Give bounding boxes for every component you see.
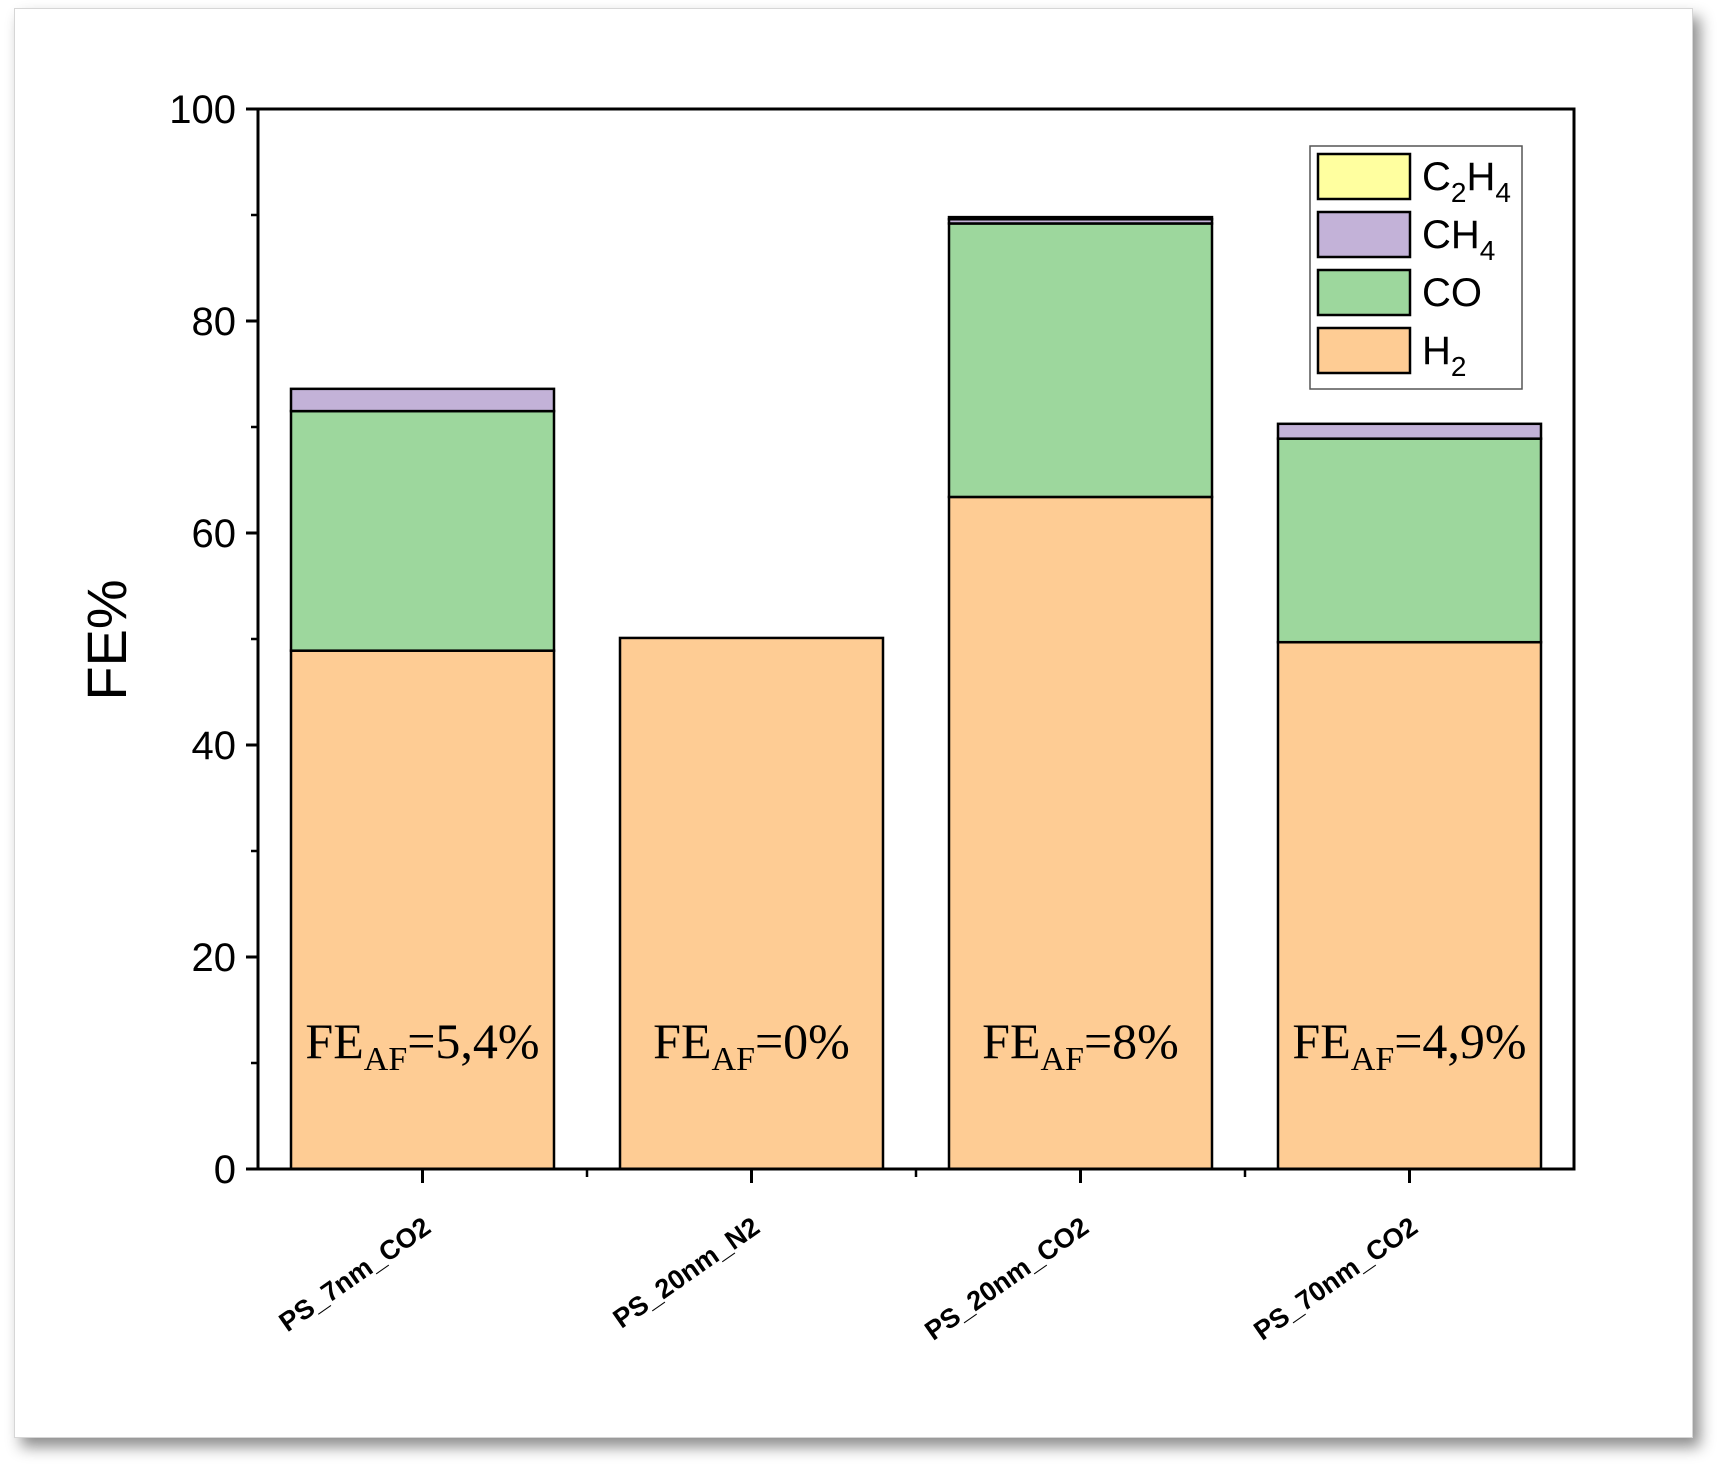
legend-label-co: CO (1422, 271, 1482, 315)
bar-h2-ps_7nm_co2 (289, 649, 556, 1171)
legend-label-c2h4: C2H4 (1422, 155, 1511, 208)
legend-swatch-c2h4 (1316, 152, 1412, 201)
legend-swatch-ch4 (1316, 210, 1412, 259)
y-axis-label: FE% (75, 579, 138, 700)
y-tick-label-80: 80 (192, 300, 237, 344)
bars-layer (289, 215, 1543, 1171)
y-tick-label-100: 100 (169, 88, 236, 132)
x-tick-label-ps_70nm_co2: PS_70nm_CO2 (1248, 1211, 1423, 1346)
legend-swatch-h2 (1316, 326, 1412, 375)
legend-label-ch4: CH4 (1422, 213, 1495, 266)
legend-label-h2: H2 (1422, 329, 1466, 382)
annotation-ps_70nm_co2: FEAF=4,9% (1292, 1013, 1526, 1078)
y-tick-label-60: 60 (192, 512, 237, 556)
legend-swatch-co (1316, 268, 1412, 317)
annotations-layer: FEAF=5,4% FEAF=0% FEAF=8% FEAF=4,9% (305, 1013, 1526, 1078)
y-tick-label-20: 20 (192, 936, 237, 980)
x-tick-label-ps_7nm_co2: PS_7nm_CO2 (274, 1211, 436, 1337)
bar-c2h4-ps_20nm_co2 (947, 215, 1214, 221)
annotation-ps_20nm_n2: FEAF=0% (653, 1013, 850, 1078)
x-tick-label-ps_20nm_n2: PS_20nm_N2 (608, 1211, 765, 1334)
bar-co-ps_20nm_co2 (947, 222, 1214, 499)
bar-ch4-ps_7nm_co2 (289, 387, 556, 413)
y-tick-label-40: 40 (192, 724, 237, 768)
annotation-ps_7nm_co2: FEAF=5,4% (305, 1013, 539, 1078)
x-tick-label-ps_20nm_co2: PS_20nm_CO2 (919, 1211, 1094, 1346)
bar-h2-ps_20nm_n2 (618, 636, 885, 1171)
bar-h2-ps_70nm_co2 (1276, 640, 1543, 1171)
bar-co-ps_70nm_co2 (1276, 437, 1543, 644)
y-tick-label-0: 0 (214, 1148, 236, 1192)
bar-ch4-ps_70nm_co2 (1276, 422, 1543, 440)
bar-co-ps_7nm_co2 (289, 409, 556, 652)
annotation-ps_20nm_co2: FEAF=8% (982, 1013, 1179, 1078)
